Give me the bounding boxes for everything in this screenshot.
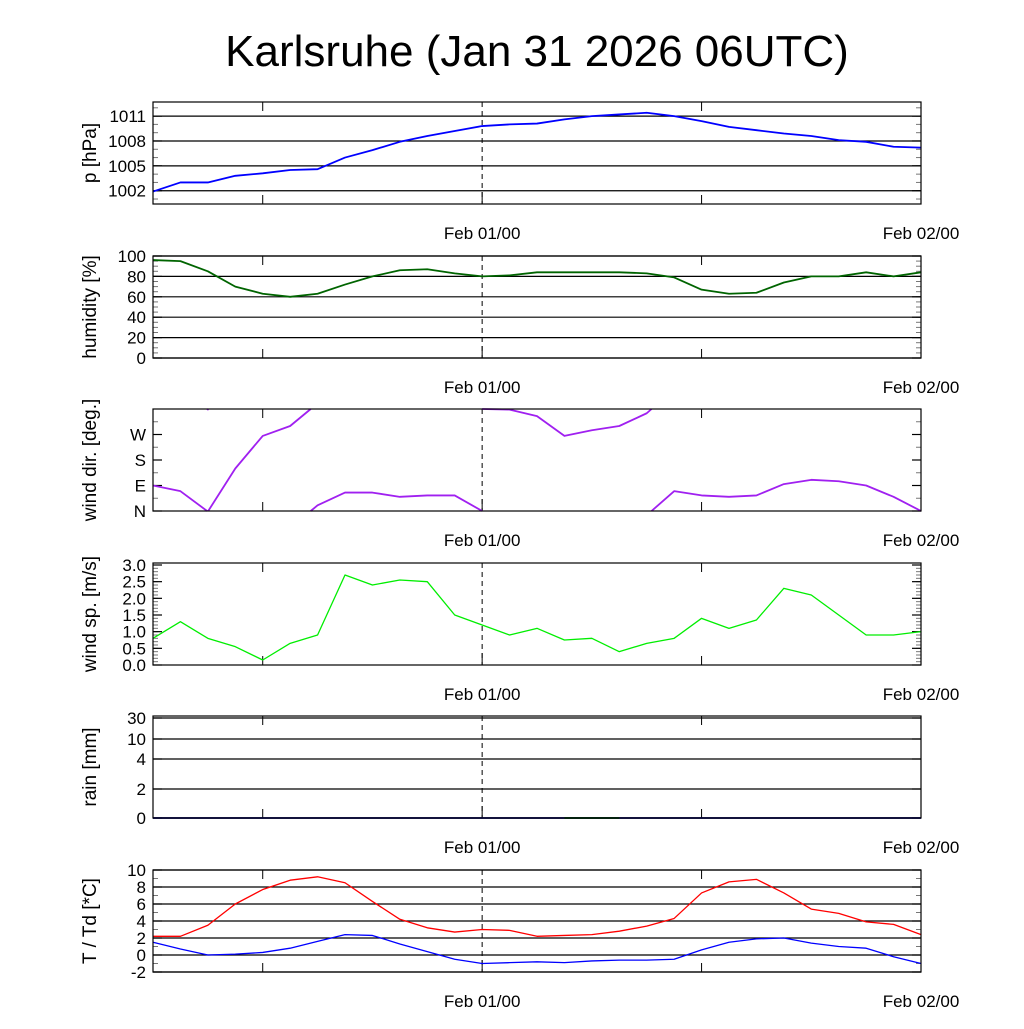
x-tick-label: Feb 02/00: [883, 224, 960, 243]
y-tick-label: S: [135, 451, 146, 470]
series-line-wind-direction: [482, 408, 653, 437]
x-tick-label: Feb 01/00: [444, 992, 521, 1011]
y-tick-label: 2.0: [122, 589, 146, 608]
series-line-humidity: [152, 259, 922, 298]
y-tick-label: E: [135, 477, 146, 496]
x-tick-label: Feb 02/00: [883, 685, 960, 704]
y-tick-label: 20: [127, 329, 146, 348]
y-tick-label: 60: [127, 288, 146, 307]
y-tick-label: 80: [127, 267, 146, 286]
plot-frame: [152, 562, 922, 666]
x-tick-label: Feb 01/00: [444, 685, 521, 704]
y-tick-label: 1002: [108, 182, 146, 201]
y-tick-label: 1.0: [122, 623, 146, 642]
x-tick-label: Feb 01/00: [444, 531, 521, 550]
series-line-wind-direction: [207, 408, 312, 512]
y-axis-label: T / Td [*C]: [80, 878, 101, 964]
panel-wind_speed: 0.00.51.01.52.02.53.0 wind sp. [m/s] Feb 0…: [80, 556, 959, 704]
y-tick-label: W: [130, 426, 146, 445]
y-tick-label: 2: [137, 780, 146, 799]
chart-title: Karlsruhe (Jan 31 2026 06UTC): [225, 27, 849, 76]
x-tick-label: Feb 01/00: [444, 838, 521, 857]
y-tick-label: 2.5: [122, 573, 146, 592]
y-tick-label: 0.0: [122, 656, 146, 675]
x-tick-label: Feb 02/00: [883, 838, 960, 857]
y-tick-label: 3.0: [122, 556, 146, 575]
y-tick-label: 1.5: [122, 606, 146, 625]
series-line-pressure: [152, 111, 922, 193]
y-tick-label: 0: [137, 809, 146, 828]
y-tick-label: 4: [137, 750, 146, 769]
y-tick-label: 4: [137, 912, 146, 931]
y-tick-label: 2: [137, 929, 146, 948]
y-tick-label: 10: [127, 730, 146, 749]
y-tick-label: 6: [137, 895, 146, 914]
y-tick-label: 1008: [108, 132, 146, 151]
series-line-wind-speed: [152, 574, 922, 661]
y-tick-label: 1011: [109, 107, 146, 126]
y-tick-label: 8: [137, 878, 146, 897]
y-tick-label: 0: [137, 946, 146, 965]
x-tick-label: Feb 01/00: [444, 378, 521, 397]
plot-frame: [152, 715, 922, 819]
y-tick-label: 10: [127, 861, 146, 880]
series-line-wind-direction: [650, 478, 922, 512]
y-axis-label: rain [mm]: [80, 727, 101, 806]
y-tick-label: 100: [118, 247, 146, 266]
series-line-wind-direction: [310, 491, 483, 512]
y-tick-label: 1005: [108, 157, 146, 176]
x-tick-label: Feb 02/00: [883, 992, 960, 1011]
x-tick-label: Feb 02/00: [883, 531, 960, 550]
plot-frame: [152, 101, 922, 205]
panel-rain: 0 2 410 30 rain [mm] Feb 01/00 Feb 02/00: [80, 709, 959, 857]
series-line-td: [152, 933, 922, 965]
y-tick-label: -2: [131, 963, 146, 982]
plot-frame: [152, 869, 922, 973]
panel-pressure: 1002 1005 1008 1011 p [hPa] Feb 01/00 Feb 02/0…: [80, 101, 960, 243]
series-line-t: [153, 876, 922, 937]
y-axis-label: humidity [%]: [80, 255, 101, 358]
plot-frame: [152, 255, 922, 359]
y-axis-label: wind dir. [deg.]: [80, 399, 101, 523]
y-tick-label: 0: [137, 349, 146, 368]
y-tick-label: 30: [127, 709, 146, 728]
plot-frame: [152, 408, 922, 512]
y-tick-label: 40: [127, 308, 146, 327]
y-axis-label: p [hPa]: [80, 123, 101, 183]
x-tick-label: Feb 02/00: [883, 378, 960, 397]
y-tick-label: N: [134, 502, 146, 521]
x-tick-label: Feb 01/00: [444, 224, 521, 243]
series-line-wind-direction: [152, 484, 208, 512]
y-axis-label: wind sp. [m/s]: [80, 556, 101, 673]
y-tick-label: 0.5: [122, 639, 146, 658]
